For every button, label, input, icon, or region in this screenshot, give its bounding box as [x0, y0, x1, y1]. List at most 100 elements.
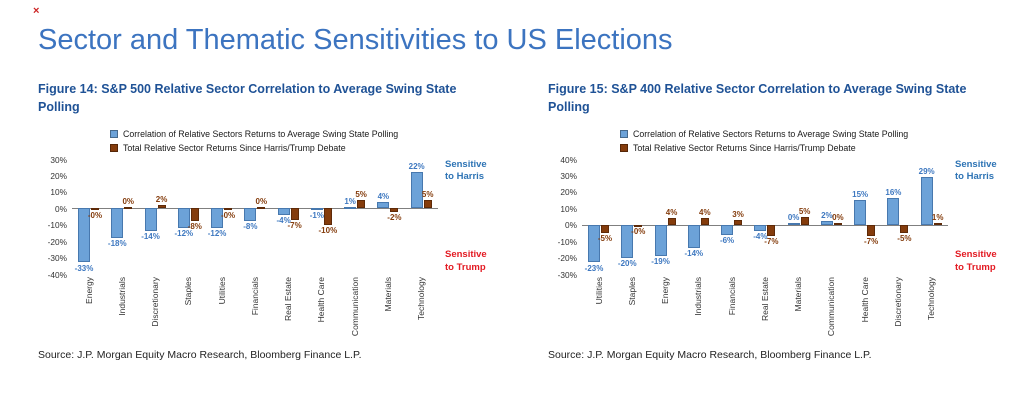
figures-row: Figure 14: S&P 500 Relative Sector Corre…: [38, 81, 1024, 361]
y-axis-tick-label: -20%: [557, 253, 577, 264]
returns-bar: [734, 219, 743, 225]
sensitive-to-trump-label: Sensitive to Trump: [955, 249, 997, 273]
returns-bar: [257, 206, 266, 209]
y-axis-tick-label: 0%: [565, 220, 577, 231]
correlation-bar: [177, 208, 190, 228]
category-label: Discretionary: [150, 277, 161, 327]
returns-bar: [767, 224, 776, 237]
correlation-bar: [344, 206, 357, 209]
returns-bar: [601, 224, 609, 233]
bar-value-label: -7%: [764, 237, 779, 247]
returns-bar: [390, 208, 399, 212]
bar-value-label: -23%: [584, 263, 604, 273]
bar-value-label: -14%: [141, 232, 160, 242]
sensitive-to-trump-label: Sensitive to Trump: [445, 249, 487, 273]
returns-bar: [634, 224, 643, 227]
bar-value-label: 1%: [931, 213, 944, 223]
bar-value-label: -0%: [87, 210, 103, 220]
bar-value-label: 29%: [918, 167, 935, 177]
category-label: Utilities: [593, 277, 604, 305]
bar-group-energy: -19% 4%: [649, 159, 682, 274]
figure-14-chart: 30% 20% 10% 0% -10% -20% -30% -40% -33% -0% -18% 0…: [38, 155, 500, 280]
category-label: Utilities: [216, 277, 227, 305]
bar-value-label: 16%: [885, 188, 902, 198]
returns-bar: [157, 205, 166, 209]
category-label: Energy: [83, 277, 94, 304]
bar-value-label: 5%: [798, 206, 811, 216]
category-label: Financials: [249, 277, 260, 316]
category-label: Health Care: [316, 277, 327, 323]
bar-groups: -23% -5% -20% -0% -19% 4% -14% 4% -6% 3% -4% -7% 0% 5…: [582, 159, 948, 274]
bar-group-communication: 2% 0%: [815, 159, 848, 274]
bar-value-label: -7%: [287, 220, 302, 230]
bar-value-label: -19%: [651, 256, 670, 266]
legend-label-correlation: Correlation of Relative Sectors Returns …: [123, 129, 399, 139]
bar-group-health-care: 15% -7%: [848, 159, 881, 274]
correlation-bar: [854, 200, 867, 225]
bar-value-label: -5%: [897, 233, 912, 243]
bar-value-label: 5%: [421, 190, 434, 200]
bar-value-label: -12%: [207, 229, 227, 238]
category-label: Discretionary: [893, 277, 904, 327]
correlation-bar: [111, 208, 124, 238]
category-label: Energy: [660, 277, 671, 304]
category-label: Technology: [926, 277, 937, 321]
category-label: Technology: [416, 277, 427, 321]
bar-value-label: 0%: [255, 196, 268, 206]
bar-group-staples: -20% -0%: [615, 159, 648, 274]
y-axis: 30% 20% 10% 0% -10% -20% -30% -40%: [38, 155, 72, 280]
correlation-bar: [78, 208, 90, 263]
correlation-bar: [687, 224, 700, 248]
correlation-bar: [887, 198, 900, 225]
figure-15-chart: 40% 30% 20% 10% 0% -10% -20% -30% -23% -5% -20% -0…: [548, 155, 1010, 280]
bar-group-materials: 4% -2%: [371, 159, 404, 274]
bar-value-label: -8%: [187, 222, 202, 232]
correlation-bar: [721, 224, 734, 235]
bar-value-label: -0%: [220, 210, 236, 220]
bar-value-label: 4%: [377, 191, 390, 201]
correlation-bar: [787, 223, 800, 226]
legend-swatch-returns: [110, 144, 118, 152]
correlation-bar: [310, 208, 323, 211]
category-axis: Utilities Staples Energy Industrials Financi…: [582, 277, 948, 343]
returns-bar: [867, 224, 876, 237]
y-axis-tick-label: 20%: [560, 187, 577, 198]
bar-group-discretionary: 16% -5%: [881, 159, 914, 274]
bar-value-label: -2%: [387, 212, 402, 222]
bar-value-label: 0%: [832, 213, 844, 223]
bar-value-label: -4%: [276, 215, 291, 225]
source-note: Source: J.P. Morgan Equity Macro Researc…: [38, 349, 362, 361]
category-label: Communication: [826, 277, 837, 337]
broken-image-icon: ×: [33, 5, 40, 17]
category-label: Communication: [349, 277, 360, 337]
bar-group-technology: 22% 5%: [405, 159, 438, 274]
bar-group-industrials: -14% 4%: [682, 159, 715, 274]
bar-value-label: -20%: [617, 258, 637, 268]
returns-bar: [423, 200, 432, 209]
returns-bar: [290, 208, 299, 220]
bar-value-label: -8%: [243, 222, 258, 232]
y-axis: 40% 30% 20% 10% 0% -10% -20% -30%: [548, 155, 582, 280]
figure-15-caption: Figure 15: S&P 400 Relative Sector Corre…: [548, 82, 967, 114]
correlation-bar: [377, 201, 390, 209]
legend-item-correlation: Correlation of Relative Sectors Returns …: [620, 129, 1010, 139]
category-label: Real Estate: [283, 277, 294, 321]
category-label: Staples: [626, 277, 637, 306]
category-label: Financials: [726, 277, 737, 316]
page-title: Sector and Thematic Sensitivities to US …: [38, 24, 673, 56]
legend-item-correlation: Correlation of Relative Sectors Returns …: [110, 129, 500, 139]
category-label: Health Care: [859, 277, 870, 323]
bar-groups: -33% -0% -18% 0% -14% 2% -12% -8% -12% -0% -8% 0% -4…: [72, 159, 438, 274]
legend-label-returns: Total Relative Sector Returns Since Harr…: [123, 143, 346, 153]
legend-swatch-correlation: [110, 130, 118, 138]
y-axis-tick-label: 30%: [50, 154, 67, 165]
bar-value-label: -18%: [107, 238, 127, 248]
bar-value-label: 3%: [732, 209, 744, 219]
legend-item-returns: Total Relative Sector Returns Since Harr…: [620, 143, 1010, 153]
category-axis: Energy Industrials Discretionary Staples Uti…: [72, 277, 438, 343]
returns-bar: [323, 208, 332, 225]
category-label: Staples: [183, 277, 194, 306]
bar-value-label: -0%: [631, 227, 646, 237]
bar-group-real-estate: -4% -7%: [748, 159, 781, 274]
returns-bar: [800, 216, 809, 225]
